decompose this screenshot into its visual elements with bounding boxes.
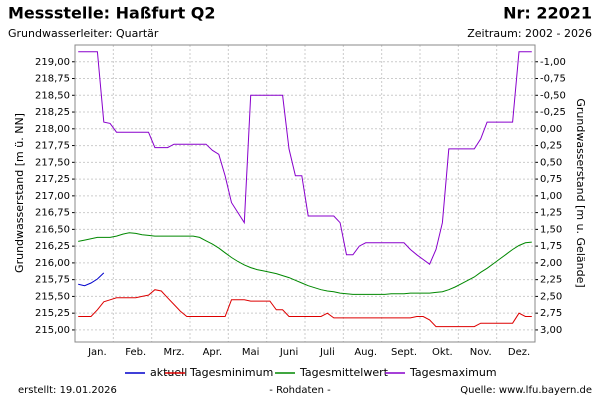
y-tick-label: 217,50 — [35, 157, 70, 168]
plot-frame — [74, 44, 536, 343]
x-tick-label: Mai — [242, 347, 260, 358]
x-tick-label: Sept. — [391, 347, 417, 358]
legend-label: Tagesminimum — [189, 366, 273, 379]
y2-tick-label: -0,75 — [540, 74, 566, 85]
series-line — [78, 272, 105, 287]
y2-tick-label: 1,75 — [540, 241, 562, 252]
series-line — [78, 232, 532, 295]
y-tick-label: 218,25 — [35, 107, 70, 118]
y-tick-label: 215,75 — [35, 275, 70, 286]
y2-tick-label: 2,00 — [540, 258, 562, 269]
y2-tick-label: 0,25 — [540, 141, 562, 152]
y-tick-label: 218,50 — [35, 90, 70, 101]
y2-tick-label: 2,25 — [540, 275, 562, 286]
series-line — [78, 289, 532, 328]
x-tick-label: Juni — [279, 347, 298, 358]
footer-source: Quelle: www.lfu.bayern.de — [460, 385, 592, 396]
x-tick-label: Jan. — [87, 347, 107, 358]
x-tick-label: Aug. — [354, 347, 377, 358]
y-tick-label: 218,75 — [35, 74, 70, 85]
y-tick-label: 215,00 — [35, 325, 70, 336]
y2-tick-label: 0,50 — [540, 157, 562, 168]
y-tick-label: 217,75 — [35, 141, 70, 152]
x-tick-label: Apr. — [203, 347, 223, 358]
y-tick-label: 217,25 — [35, 174, 70, 185]
footer-note: - Rohdaten - — [269, 385, 331, 396]
x-tick-label: Dez. — [508, 347, 530, 358]
y2-tick-label: 0,75 — [540, 174, 562, 185]
y-tick-label: 217,00 — [35, 191, 70, 202]
x-tick-label: Nov. — [470, 347, 492, 358]
y2-tick-label: -1,00 — [540, 57, 566, 68]
x-tick-label: Okt. — [432, 347, 453, 358]
series-line — [78, 51, 532, 265]
y2-tick-label: 1,25 — [540, 208, 562, 219]
y2-tick-label: 1,00 — [540, 191, 562, 202]
y-tick-label: 219,00 — [35, 57, 70, 68]
y2-tick-label: 2,50 — [540, 291, 562, 302]
y2-tick-label: -0,50 — [540, 90, 566, 101]
y2-tick-label: 1,50 — [540, 224, 562, 235]
y-tick-label: 216,00 — [35, 258, 70, 269]
legend-label: Tagesmittelwert — [299, 366, 389, 379]
legend-label: Tagesmaximum — [409, 366, 497, 379]
y2-tick-label: 2,75 — [540, 308, 562, 319]
y-axis-label: Grundwasserstand [m ü. NN] — [13, 113, 26, 273]
y-tick-label: 218,00 — [35, 124, 70, 135]
y2-axis-label: Grundwasserstand [m u. Gelände] — [574, 98, 587, 287]
y-tick-label: 216,50 — [35, 224, 70, 235]
chart-title: Messstelle: Haßfurt Q2 — [8, 4, 216, 23]
x-tick-label: Feb. — [125, 347, 146, 358]
y-tick-label: 216,25 — [35, 241, 70, 252]
y2-tick-label: 0,00 — [540, 124, 562, 135]
x-tick-label: Mrz. — [163, 347, 184, 358]
y-tick-label: 216,75 — [35, 208, 70, 219]
period: Zeitraum: 2002 - 2026 — [467, 27, 592, 40]
x-tick-label: Juli — [319, 347, 335, 358]
y2-tick-label: 3,00 — [540, 325, 562, 336]
station-number: Nr: 22021 — [503, 4, 592, 23]
y2-tick-label: -0,25 — [540, 107, 566, 118]
y-tick-label: 215,50 — [35, 291, 70, 302]
subtitle: Grundwasserleiter: Quartär — [8, 27, 159, 40]
y-tick-label: 215,25 — [35, 308, 70, 319]
footer-created: erstellt: 19.01.2026 — [18, 385, 117, 396]
